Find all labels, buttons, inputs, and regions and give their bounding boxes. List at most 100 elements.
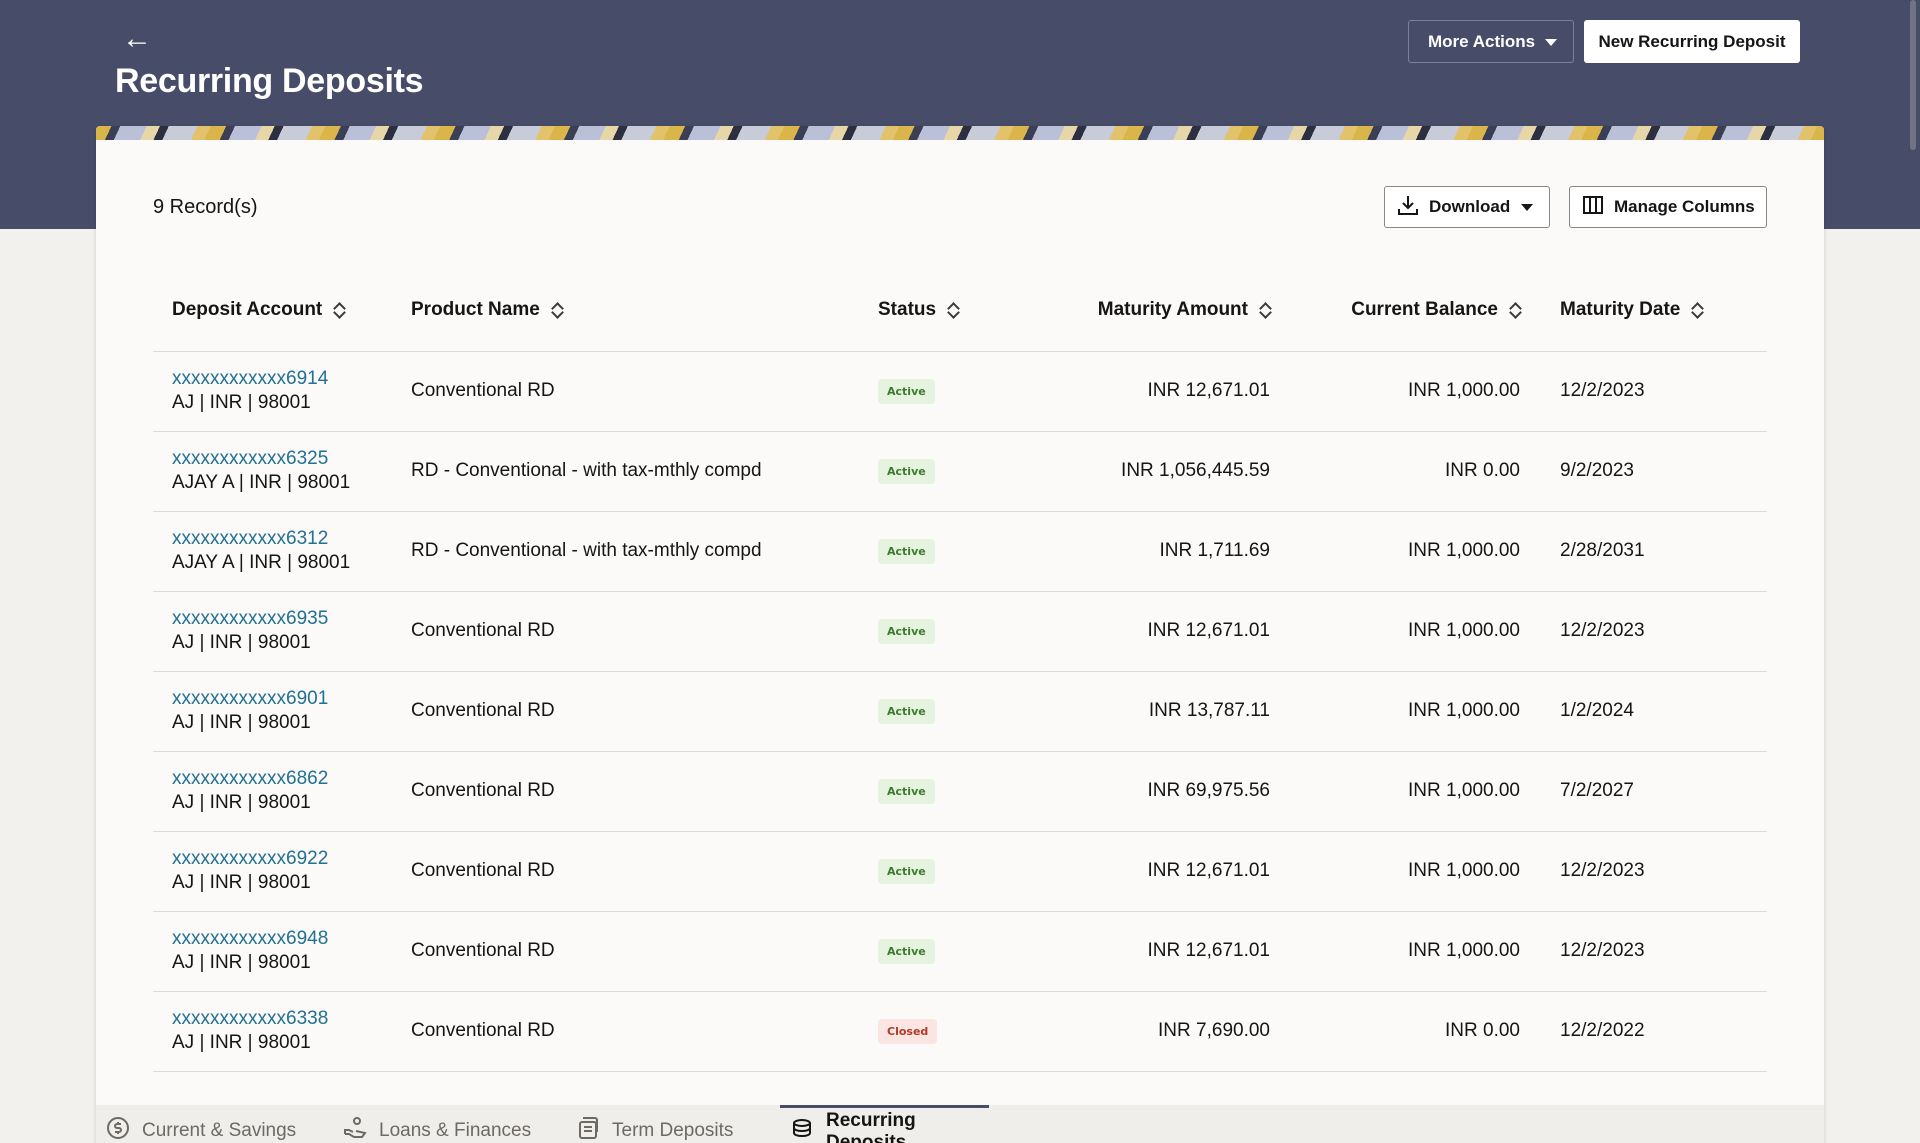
cell-product-name: Conventional RD xyxy=(411,591,878,672)
account-details: AJ | INR | 98001 xyxy=(172,712,311,733)
cell-product-name: Conventional RD xyxy=(411,351,878,432)
tab-loans-finances[interactable]: Loans & Finances xyxy=(333,1105,531,1143)
cell-current-balance: INR 1,000.00 xyxy=(1270,351,1520,432)
cell-product-name: Conventional RD xyxy=(411,751,878,832)
table-row[interactable]: xxxxxxxxxxxx6948 AJ | INR | 98001 Conventi… xyxy=(153,911,1767,992)
cell-maturity-date: 12/2/2023 xyxy=(1520,591,1767,672)
cell-maturity-amount: INR 1,056,445.59 xyxy=(1026,431,1270,512)
column-header-status[interactable]: Status xyxy=(878,270,1026,352)
sort-icon xyxy=(1510,302,1520,318)
cell-current-balance: INR 0.00 xyxy=(1270,991,1520,1072)
table-row[interactable]: xxxxxxxxxxxx6312 AJAY A | INR | 98001 RD -… xyxy=(153,511,1767,592)
account-number-link[interactable]: xxxxxxxxxxxx6325 xyxy=(172,448,329,469)
account-details: AJAY A | INR | 98001 xyxy=(172,472,351,493)
tab-label: Term Deposits xyxy=(612,1119,734,1141)
cell-product-name: Conventional RD xyxy=(411,911,878,992)
table-header-row: Deposit Account Product Name Status Matu… xyxy=(153,270,1767,352)
account-number-link[interactable]: xxxxxxxxxxxx6914 xyxy=(172,368,329,389)
account-number-link[interactable]: xxxxxxxxxxxx6948 xyxy=(172,928,329,949)
table-row[interactable]: xxxxxxxxxxxx6325 AJAY A | INR | 98001 RD -… xyxy=(153,431,1767,512)
sort-icon xyxy=(334,302,344,318)
cell-status: Active xyxy=(878,591,1026,672)
cell-status: Active xyxy=(878,751,1026,832)
account-number-link[interactable]: xxxxxxxxxxxx6338 xyxy=(172,1008,329,1029)
column-header-maturity-date[interactable]: Maturity Date xyxy=(1520,270,1767,352)
cell-status: Active xyxy=(878,911,1026,992)
columns-icon xyxy=(1582,194,1604,221)
cell-maturity-amount: INR 69,975.56 xyxy=(1026,751,1270,832)
sort-icon xyxy=(948,302,958,318)
table-row[interactable]: xxxxxxxxxxxx6922 AJ | INR | 98001 Conventi… xyxy=(153,831,1767,912)
new-recurring-deposit-button[interactable]: New Recurring Deposit xyxy=(1584,20,1800,63)
column-header-product-name[interactable]: Product Name xyxy=(411,270,878,352)
cell-maturity-amount: INR 12,671.01 xyxy=(1026,351,1270,432)
cell-maturity-date: 7/2/2027 xyxy=(1520,751,1767,832)
cell-maturity-date: 12/2/2023 xyxy=(1520,831,1767,912)
caret-down-icon xyxy=(1521,204,1533,211)
status-badge: Closed xyxy=(878,1018,938,1044)
table-row[interactable]: xxxxxxxxxxxx6901 AJ | INR | 98001 Conventi… xyxy=(153,671,1767,752)
more-actions-label: More Actions xyxy=(1428,31,1536,51)
cell-current-balance: INR 1,000.00 xyxy=(1270,751,1520,832)
cell-product-name: Conventional RD xyxy=(411,991,878,1072)
deposits-table: Deposit Account Product Name Status Matu… xyxy=(153,270,1767,1072)
cell-maturity-date: 12/2/2022 xyxy=(1520,991,1767,1072)
deposits-card: 9 Record(s) Download Manage Columns Depo… xyxy=(96,126,1824,1143)
account-details: AJ | INR | 98001 xyxy=(172,952,311,973)
table-row[interactable]: xxxxxxxxxxxx6935 AJ | INR | 98001 Conventi… xyxy=(153,591,1767,672)
status-badge: Active xyxy=(878,538,935,564)
account-number-link[interactable]: xxxxxxxxxxxx6312 xyxy=(172,528,329,549)
account-details: AJ | INR | 98001 xyxy=(172,392,311,413)
dollar-circle-icon xyxy=(106,1116,130,1143)
account-number-link[interactable]: xxxxxxxxxxxx6922 xyxy=(172,848,329,869)
tab-current-savings[interactable]: Current & Savings xyxy=(96,1105,296,1143)
cell-maturity-amount: INR 12,671.01 xyxy=(1026,591,1270,672)
cell-current-balance: INR 0.00 xyxy=(1270,431,1520,512)
status-badge: Active xyxy=(878,378,935,404)
cell-status: Closed xyxy=(878,991,1026,1072)
column-header-current-balance[interactable]: Current Balance xyxy=(1270,270,1520,352)
cell-maturity-amount: INR 12,671.01 xyxy=(1026,911,1270,992)
column-header-maturity-amount[interactable]: Maturity Amount xyxy=(1026,270,1270,352)
cell-maturity-date: 12/2/2023 xyxy=(1520,351,1767,432)
account-number-link[interactable]: xxxxxxxxxxxx6901 xyxy=(172,688,329,709)
account-details: AJ | INR | 98001 xyxy=(172,792,311,813)
cell-deposit-account: xxxxxxxxxxxx6922 AJ | INR | 98001 xyxy=(153,831,411,912)
status-badge: Active xyxy=(878,938,935,964)
account-details: AJ | INR | 98001 xyxy=(172,632,311,653)
manage-columns-button[interactable]: Manage Columns xyxy=(1569,186,1767,228)
table-row[interactable]: xxxxxxxxxxxx6862 AJ | INR | 98001 Conventi… xyxy=(153,751,1767,832)
cell-deposit-account: xxxxxxxxxxxx6914 AJ | INR | 98001 xyxy=(153,351,411,432)
document-stack-icon xyxy=(576,1116,600,1143)
records-count: 9 Record(s) xyxy=(153,196,258,218)
table-row[interactable]: xxxxxxxxxxxx6914 AJ | INR | 98001 Conventi… xyxy=(153,351,1767,432)
table-row[interactable]: xxxxxxxxxxxx6338 AJ | INR | 98001 Conventi… xyxy=(153,991,1767,1072)
tab-term-deposits[interactable]: Term Deposits xyxy=(566,1105,733,1143)
tab-recurring-deposits[interactable]: Recurring Deposits xyxy=(780,1105,989,1143)
cell-current-balance: INR 1,000.00 xyxy=(1270,511,1520,592)
cell-maturity-date: 9/2/2023 xyxy=(1520,431,1767,512)
cell-deposit-account: xxxxxxxxxxxx6948 AJ | INR | 98001 xyxy=(153,911,411,992)
cell-status: Active xyxy=(878,351,1026,432)
cell-maturity-amount: INR 7,690.00 xyxy=(1026,991,1270,1072)
tab-label: Loans & Finances xyxy=(379,1119,532,1141)
account-number-link[interactable]: xxxxxxxxxxxx6935 xyxy=(172,608,329,629)
page-scrollbar[interactable] xyxy=(1910,0,1916,150)
status-badge: Active xyxy=(878,778,935,804)
cell-product-name: RD - Conventional - with tax-mthly compd xyxy=(411,431,878,512)
status-badge: Active xyxy=(878,458,935,484)
back-arrow-icon[interactable]: ← xyxy=(122,22,152,55)
sort-icon xyxy=(1260,302,1270,318)
cell-product-name: RD - Conventional - with tax-mthly compd xyxy=(411,511,878,592)
cell-product-name: Conventional RD xyxy=(411,671,878,752)
cell-maturity-date: 2/28/2031 xyxy=(1520,511,1767,592)
account-number-link[interactable]: xxxxxxxxxxxx6862 xyxy=(172,768,329,789)
column-header-deposit-account[interactable]: Deposit Account xyxy=(153,270,411,352)
download-label: Download xyxy=(1429,197,1511,216)
hand-coins-icon xyxy=(343,1116,367,1143)
download-button[interactable]: Download xyxy=(1384,186,1550,228)
more-actions-button[interactable]: More Actions xyxy=(1408,20,1574,63)
cell-deposit-account: xxxxxxxxxxxx6312 AJAY A | INR | 98001 xyxy=(153,511,411,592)
cell-product-name: Conventional RD xyxy=(411,831,878,912)
cell-current-balance: INR 1,000.00 xyxy=(1270,591,1520,672)
